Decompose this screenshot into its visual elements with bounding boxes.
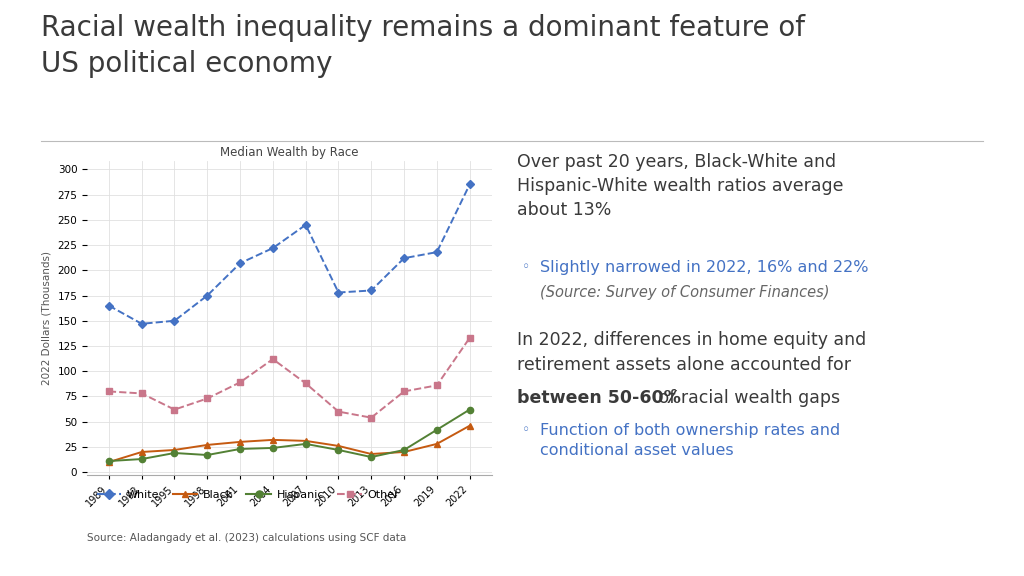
- Text: Slightly narrowed in 2022, 16% and 22%: Slightly narrowed in 2022, 16% and 22%: [540, 260, 868, 275]
- Text: of racial wealth gaps: of racial wealth gaps: [653, 389, 841, 407]
- Title: Median Wealth by Race: Median Wealth by Race: [220, 146, 358, 159]
- Text: ◦: ◦: [522, 260, 530, 274]
- Text: Over past 20 years, Black-White and
Hispanic-White wealth ratios average
about 1: Over past 20 years, Black-White and Hisp…: [517, 153, 844, 219]
- Text: Function of both ownership rates and
conditional asset values: Function of both ownership rates and con…: [540, 423, 840, 457]
- Text: ◦: ◦: [522, 423, 530, 437]
- Text: Source: Aladangady et al. (2023) calculations using SCF data: Source: Aladangady et al. (2023) calcula…: [87, 533, 407, 543]
- Text: Racial wealth inequality remains a dominant feature of
US political economy: Racial wealth inequality remains a domin…: [41, 14, 805, 78]
- Text: between 50-60%: between 50-60%: [517, 389, 681, 407]
- Text: In 2022, differences in home equity and
retirement assets alone accounted for: In 2022, differences in home equity and …: [517, 331, 866, 373]
- Legend: White, Black, Hispanic, Other: White, Black, Hispanic, Other: [92, 486, 403, 504]
- Y-axis label: 2022 Dollars (Thousands): 2022 Dollars (Thousands): [42, 251, 52, 385]
- Text: (Source: Survey of Consumer Finances): (Source: Survey of Consumer Finances): [540, 285, 829, 300]
